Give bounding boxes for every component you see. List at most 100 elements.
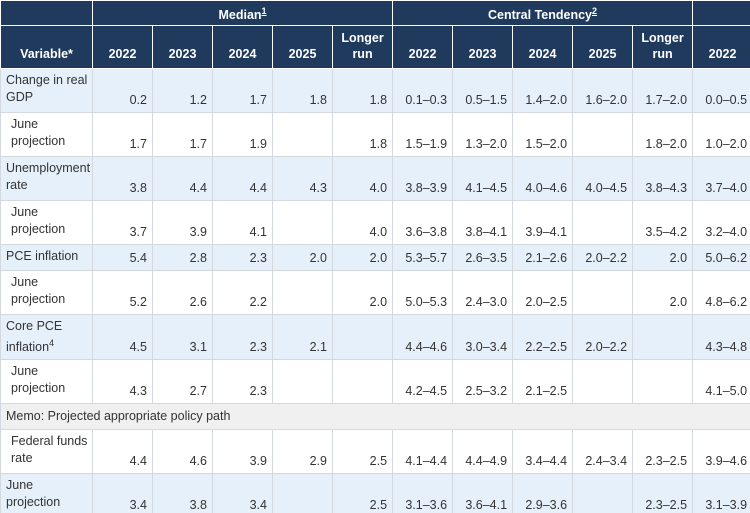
group-header-row: Median1 Central Tendency2: [0, 0, 750, 27]
row-label: Core PCE inflation4: [0, 314, 93, 361]
table-cell: 2.5: [331, 429, 394, 475]
table-cell: 1.5–1.9: [392, 112, 454, 158]
group-label: Median: [218, 8, 262, 23]
table-cell: [272, 200, 333, 246]
table-cell: 3.9: [212, 429, 273, 475]
table-cell: 3.4–4.4: [512, 429, 574, 475]
column-header: Longer run: [632, 25, 694, 70]
row-label-text: June projection: [11, 205, 66, 237]
table-cell: 4.3–4.8: [692, 314, 750, 361]
table-cell: 1.3–2.0: [452, 112, 514, 158]
table-row: June projection 3.4 3.8 3.4 2.5 3.1–3.6 3.6–4.…: [0, 473, 750, 513]
table-cell: [331, 359, 394, 405]
table-cell: 2.3: [212, 244, 273, 272]
row-label-text: Change in real GDP: [6, 73, 88, 105]
column-header: 2025: [572, 25, 634, 70]
table-cell: 2.1: [272, 314, 333, 361]
group-header: [692, 0, 750, 27]
row-label: June projection: [0, 270, 93, 316]
table-cell: 0.1–0.3: [392, 68, 454, 114]
table-cell: 4.5: [92, 314, 153, 361]
table-cell: 2.3: [212, 359, 273, 405]
column-header: 2023: [452, 25, 514, 70]
row-label: June projection: [0, 473, 93, 513]
footnote-link[interactable]: 1: [261, 6, 267, 16]
table-cell: 4.1: [212, 200, 273, 246]
table-cell: [272, 112, 333, 158]
group-header: Central Tendency2: [392, 0, 694, 27]
table-row: Change in real GDP 0.2 1.2 1.7 1.8 1.8 0.1–0.3…: [0, 68, 750, 114]
table-cell: 4.1–5.0: [692, 359, 750, 405]
column-header: 2022: [92, 25, 153, 70]
table-cell: 4.0: [331, 200, 394, 246]
table-cell: [632, 314, 694, 361]
table-cell: 1.5–2.0: [512, 112, 574, 158]
table-cell: 2.5: [331, 473, 394, 513]
table-cell: 4.0–4.6: [512, 156, 574, 202]
row-label-text: PCE inflation: [6, 249, 79, 264]
column-header: 2022: [392, 25, 454, 70]
table-cell: 2.0–2.5: [512, 270, 574, 316]
table-cell: 2.0: [272, 244, 333, 272]
table-cell: 2.1–2.5: [512, 359, 574, 405]
column-header: Longer run: [331, 25, 394, 70]
table-cell: 2.2–2.5: [512, 314, 574, 361]
table-cell: 1.7–2.0: [632, 68, 694, 114]
table-cell: 3.2–4.0: [692, 200, 750, 246]
table-cell: 4.4–4.9: [452, 429, 514, 475]
table-cell: 3.8–4.1: [452, 200, 514, 246]
table-cell: 5.0–6.2: [692, 244, 750, 272]
table-cell: 3.8: [152, 473, 213, 513]
row-label: June projection: [0, 200, 93, 246]
table-cell: 3.6–4.1: [452, 473, 514, 513]
table-cell: 3.9–4.1: [512, 200, 574, 246]
table-cell: [632, 359, 694, 405]
memo-cell: Memo: Projected appropriate policy path: [0, 403, 750, 431]
table-cell: 4.3: [92, 359, 153, 405]
table-cell: 4.2–4.5: [392, 359, 454, 405]
corner: [0, 0, 93, 27]
table-cell: 3.5–4.2: [632, 200, 694, 246]
table-cell: [272, 270, 333, 316]
table-cell: 2.3–2.5: [632, 473, 694, 513]
row-label: Unemployment rate: [0, 156, 93, 202]
table-row: June projection 1.7 1.7 1.9 1.8 1.5–1.9 1.3–2.…: [0, 112, 750, 158]
table-row: Unemployment rate 3.8 4.4 4.4 4.3 4.0 3.8–3.9 4…: [0, 156, 750, 202]
table-cell: 2.0: [632, 270, 694, 316]
column-header: 2022: [692, 25, 750, 70]
table-cell: 1.8: [272, 68, 333, 114]
table-cell: 3.8: [92, 156, 153, 202]
table-cell: 5.3–5.7: [392, 244, 454, 272]
table-cell: 3.1–3.9: [692, 473, 750, 513]
footnote: 4: [49, 338, 55, 349]
row-label-text: June projection: [6, 478, 61, 510]
row-label-text: Core PCE inflation: [6, 319, 63, 355]
table-cell: 3.0–3.4: [452, 314, 514, 361]
row-label-text: Unemployment rate: [6, 161, 91, 193]
table-cell: 1.2: [152, 68, 213, 114]
table-cell: 2.4–3.4: [572, 429, 634, 475]
table-cell: 5.0–5.3: [392, 270, 454, 316]
table-cell: [572, 270, 634, 316]
table-cell: 2.7: [152, 359, 213, 405]
column-header-row: Variable* 2022 2023 2024 2025 Longer run 2022…: [0, 25, 750, 70]
table-cell: 2.1–2.6: [512, 244, 574, 272]
table-row: Memo: Projected appropriate policy path: [0, 403, 750, 431]
table-cell: 1.7: [212, 68, 273, 114]
table-cell: 4.1–4.5: [452, 156, 514, 202]
table-cell: 4.8–6.2: [692, 270, 750, 316]
table-cell: 5.2: [92, 270, 153, 316]
table-cell: [272, 473, 333, 513]
row-label: June projection: [0, 359, 93, 405]
table-cell: 2.6–3.5: [452, 244, 514, 272]
table-cell: 1.6–2.0: [572, 68, 634, 114]
table-cell: 2.8: [152, 244, 213, 272]
row-label-text: June projection: [11, 275, 66, 307]
table-cell: 3.6–3.8: [392, 200, 454, 246]
table-row: Core PCE inflation4 4.5 3.1 2.3 2.1 4.4–4.6 3.…: [0, 314, 750, 361]
table-cell: 4.0: [331, 156, 394, 202]
table-cell: 2.4–3.0: [452, 270, 514, 316]
footnote-link[interactable]: 2: [592, 6, 598, 16]
table-cell: 4.4: [92, 429, 153, 475]
table-cell: 4.1–4.4: [392, 429, 454, 475]
